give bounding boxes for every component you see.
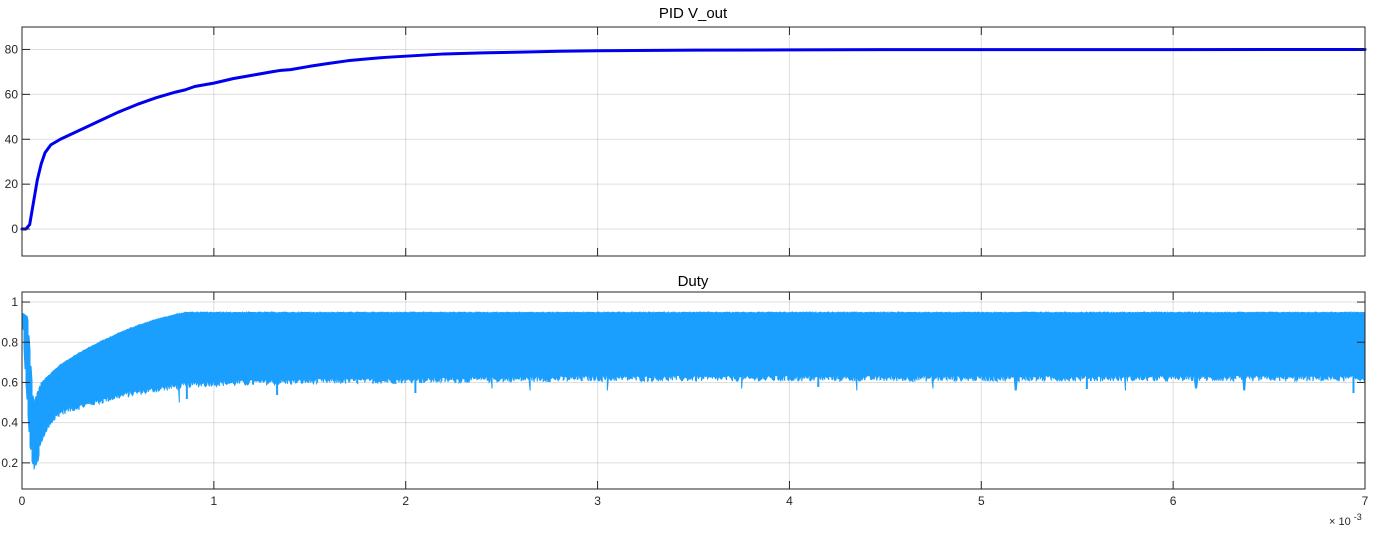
pid-vout-y-ticks: 0 20 40 60 80 bbox=[5, 42, 1365, 236]
pid-vout-x-ticks bbox=[21, 27, 1366, 256]
duty-line bbox=[21, 311, 1366, 470]
duty-y-ticks: 0.2 0.4 0.6 0.8 1 bbox=[1, 295, 1365, 470]
duty-x-tick-label: 0 bbox=[19, 494, 26, 508]
pid-vout-plot: PID V_out 0 20 40 60 80 bbox=[5, 5, 1367, 257]
duty-y-tick-label: 1 bbox=[11, 295, 18, 309]
duty-x-exponent-base: × 10 bbox=[1329, 516, 1351, 528]
pid-vout-y-tick-label: 0 bbox=[11, 222, 18, 236]
duty-x-tick-label: 3 bbox=[594, 494, 601, 508]
pid-vout-y-tick-label: 80 bbox=[5, 42, 19, 56]
duty-x-tick-label: 4 bbox=[786, 494, 793, 508]
duty-axes-frame bbox=[21, 291, 1366, 490]
pid-vout-y-tick-label: 20 bbox=[5, 177, 19, 191]
pid-vout-y-tick-label: 40 bbox=[5, 132, 19, 146]
duty-y-tick-label: 0.6 bbox=[1, 375, 18, 389]
pid-vout-axes-frame bbox=[21, 26, 1366, 257]
pid-vout-series bbox=[20, 47, 1367, 231]
duty-x-exponent: × 10 -3 bbox=[1329, 512, 1362, 528]
duty-series bbox=[21, 311, 1366, 470]
pid-vout-line bbox=[20, 47, 1367, 231]
pid-vout-axes-background bbox=[22, 27, 1365, 256]
duty-x-tick-label: 5 bbox=[978, 494, 985, 508]
duty-x-exponent-power: -3 bbox=[1354, 512, 1362, 522]
pid-vout-y-tick-label: 60 bbox=[5, 87, 19, 101]
pid-vout-title: PID V_out bbox=[659, 5, 728, 22]
duty-x-ticks: 0 1 2 3 4 5 6 7 bbox=[19, 292, 1369, 508]
duty-x-tick-label: 7 bbox=[1362, 494, 1369, 508]
duty-x-tick-label: 2 bbox=[402, 494, 409, 508]
duty-x-tick-label: 1 bbox=[211, 494, 218, 508]
duty-y-tick-label: 0.2 bbox=[1, 456, 18, 470]
duty-y-tick-label: 0.8 bbox=[1, 335, 18, 349]
duty-title: Duty bbox=[678, 273, 709, 290]
duty-plot: Duty 0.2 0.4 0.6 0.8 1 0 1 2 3 4 5 6 7 × 10 -3 bbox=[1, 273, 1368, 528]
duty-x-tick-label: 6 bbox=[1170, 494, 1177, 508]
duty-y-tick-label: 0.4 bbox=[1, 416, 18, 430]
